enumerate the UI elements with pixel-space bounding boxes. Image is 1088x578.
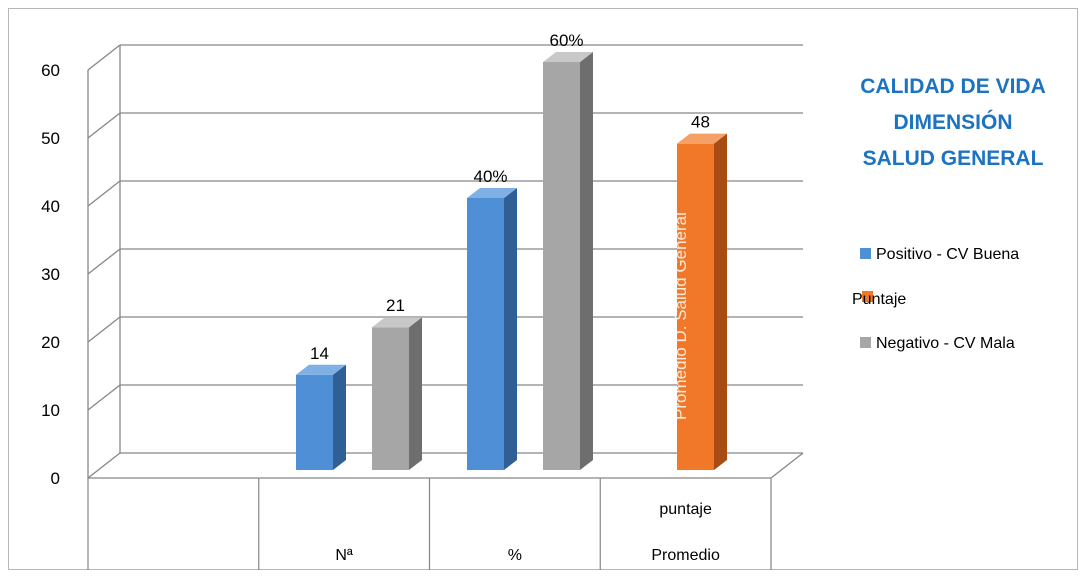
legend-label: Negativo - CV Mala: [876, 335, 1015, 352]
y-tick-label: 20: [41, 333, 60, 352]
data-label: 40%: [473, 167, 507, 186]
category-label: %: [508, 547, 522, 564]
bar-side: [333, 364, 346, 470]
y-tick-label: 0: [51, 469, 60, 488]
bar-top: [677, 133, 727, 144]
faded-rotated-label: Promedio D. Salud General: [671, 212, 690, 420]
chart-title-line: CALIDAD DE VIDA: [860, 75, 1046, 98]
bar-side: [409, 317, 422, 470]
y-tick-label: 30: [41, 265, 60, 284]
category-label: Nª: [335, 547, 353, 564]
legend-label: Puntaje: [852, 291, 906, 308]
gridline-connector: [87, 44, 121, 71]
chart-title-line: DIMENSIÓN: [893, 110, 1012, 134]
legend-label: Positivo - CV Buena: [876, 246, 1019, 263]
gridline-connector: [87, 384, 121, 411]
bar-top: [372, 317, 422, 328]
category-label: Promedio: [651, 547, 720, 564]
legend-swatch: [860, 337, 871, 348]
bar-front: [467, 198, 504, 470]
y-tick-label: 40: [41, 197, 60, 216]
gridline-connector: [87, 112, 121, 139]
bar-front: [372, 327, 409, 470]
data-label: 14: [310, 344, 329, 363]
legend-swatch: [860, 248, 871, 259]
bar-top: [543, 52, 593, 62]
gridline-connector: [87, 452, 121, 479]
bar-side: [504, 188, 517, 470]
category-label: puntaje: [659, 501, 712, 518]
gridline-connector: [87, 316, 121, 343]
gridline-connector: [87, 180, 121, 207]
faded-chart-title: Promedio D. Salud General: [34, 34, 242, 53]
bar-front: [296, 374, 333, 470]
bar-side: [580, 52, 593, 470]
gridline-connector: [87, 248, 121, 275]
data-label: 21: [386, 296, 405, 315]
y-tick-label: 60: [41, 61, 60, 80]
bar-side: [714, 133, 727, 470]
chart-title-line: SALUD GENERAL: [863, 147, 1044, 170]
bar-top: [467, 188, 517, 198]
y-tick-label: 10: [41, 401, 60, 420]
floor-right-edge: [770, 452, 804, 479]
legend-swatch: [862, 291, 873, 302]
data-label: 60%: [549, 31, 583, 50]
y-tick-label: 50: [41, 129, 60, 148]
bar-front: [677, 143, 714, 470]
bar-top: [296, 364, 346, 375]
data-label: 48: [691, 113, 710, 132]
bar-front: [543, 62, 580, 470]
